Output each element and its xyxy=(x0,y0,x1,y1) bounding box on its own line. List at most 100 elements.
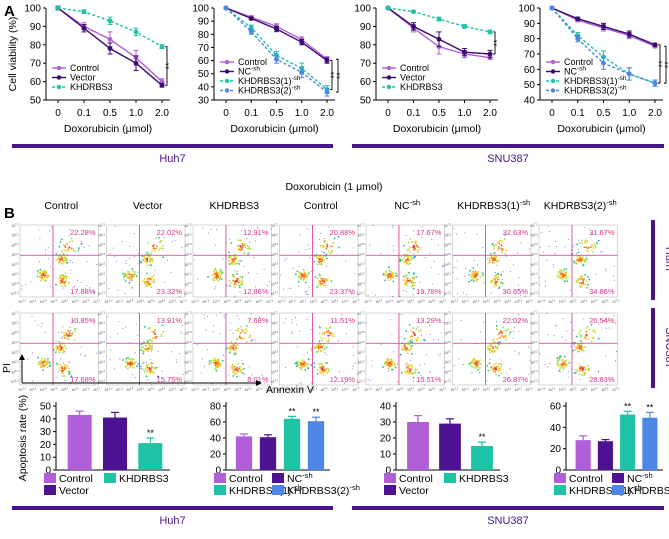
flow-event xyxy=(495,373,497,376)
flow-plot: 22.28%17.88%10-1.310-1.3101.3101.3102.31… xyxy=(11,224,101,304)
flow-x-tick: 106.3 xyxy=(255,388,263,392)
panel-label-b: B xyxy=(4,205,15,222)
flow-x-tick-exp: 5.3 xyxy=(594,388,598,391)
legend-swatch-dot xyxy=(386,75,392,80)
flow-event-sparse xyxy=(109,359,111,361)
flow-event xyxy=(45,364,47,367)
flow-event-sparse xyxy=(554,253,556,255)
flow-event xyxy=(37,363,40,366)
flow-event-sparse xyxy=(492,262,494,264)
flow-x-tick-exp: 3.3 xyxy=(400,388,404,391)
flow-event xyxy=(231,275,234,278)
flow-event-sparse xyxy=(529,360,531,362)
flow-event xyxy=(37,272,39,275)
flow-event xyxy=(248,336,251,339)
flow-event-sparse xyxy=(116,261,118,262)
flow-y-tick-exp: 4.3 xyxy=(102,253,106,256)
flow-x-tick: 106.3 xyxy=(342,300,350,304)
flow-event-sparse xyxy=(204,366,205,367)
quadrant-q2-percent: 26.54% xyxy=(589,316,615,325)
flow-event xyxy=(140,261,143,264)
flow-event xyxy=(326,243,328,246)
flow-y-tick: 102.3 xyxy=(444,272,452,276)
flow-event xyxy=(496,338,499,341)
flow-x-tick: 104.3 xyxy=(494,300,502,304)
flow-event-sparse xyxy=(95,352,97,354)
flow-event xyxy=(316,373,319,375)
flow-event xyxy=(125,365,127,368)
flow-x-tick: 107.3 xyxy=(353,388,361,392)
flow-event-sparse xyxy=(47,247,49,249)
flow-x-tick-exp: 1.3 xyxy=(465,300,469,303)
legend-label: Control xyxy=(564,57,593,67)
quadrant-q3-percent: 8.01% xyxy=(247,375,269,384)
flow-event-sparse xyxy=(250,313,252,315)
flow-x-tick-base: 10 xyxy=(289,300,293,304)
flow-event-sparse xyxy=(573,329,575,331)
flow-y-tick-exp: 5.3 xyxy=(188,243,192,246)
flow-event-sparse xyxy=(124,274,126,276)
flow-event xyxy=(71,240,74,243)
flow-event xyxy=(237,363,240,365)
flow-event-sparse xyxy=(513,331,515,333)
flow-x-tick-base: 10 xyxy=(396,300,400,304)
flow-event-sparse xyxy=(483,282,485,284)
flow-event-sparse xyxy=(121,241,123,243)
flow-event xyxy=(387,367,390,370)
legend-label-text: NC xyxy=(564,67,577,77)
flow-event xyxy=(315,345,318,348)
flow-event-sparse xyxy=(598,323,600,325)
flow-event xyxy=(409,279,411,282)
flow-event xyxy=(319,372,322,375)
flow-x-tick: 102.3 xyxy=(472,388,480,392)
data-point xyxy=(575,36,581,42)
flow-event xyxy=(126,360,129,363)
legend-label: NC-sh xyxy=(564,66,586,77)
flow-event xyxy=(403,337,406,340)
flow-event-sparse xyxy=(573,244,575,245)
legend-label-text: Control xyxy=(70,63,99,73)
flow-event xyxy=(149,372,152,375)
flow-event xyxy=(558,270,560,273)
flow-event xyxy=(581,239,583,242)
flow-event xyxy=(491,345,493,348)
band-huh7-b: Huh7 xyxy=(12,506,333,527)
flow-event xyxy=(411,344,413,347)
flow-event xyxy=(240,328,243,331)
flow-y-tick-exp: 1.3 xyxy=(275,282,279,285)
flow-x-tick: 107.3 xyxy=(439,300,447,304)
flow-y-tick-base: 10 xyxy=(12,331,16,335)
flow-x-tick-base: 10 xyxy=(191,388,195,392)
flow-event-sparse xyxy=(266,285,268,287)
flow-event xyxy=(128,281,131,284)
flow-event xyxy=(473,276,476,278)
flow-event xyxy=(319,275,322,278)
flow-event xyxy=(576,346,579,348)
flow-event xyxy=(404,277,407,279)
flow-event xyxy=(141,343,143,345)
flow-event xyxy=(62,375,65,377)
flow-event xyxy=(58,277,61,280)
flow-event xyxy=(409,246,411,248)
flow-event xyxy=(582,279,585,282)
flow-event xyxy=(239,279,241,282)
flow-event xyxy=(410,371,413,374)
flow-x-tick: 106.3 xyxy=(169,300,177,304)
flow-y-tick-base: 10 xyxy=(271,331,275,335)
flow-y-tick-base: 10 xyxy=(358,282,362,286)
flow-y-tick-base: 10 xyxy=(185,253,189,257)
flow-x-tick: 107.3 xyxy=(612,300,620,304)
flow-y-tick: 106.3 xyxy=(358,233,366,237)
x-tick-label: 0 xyxy=(549,108,555,119)
flow-event-sparse xyxy=(596,377,598,379)
flow-event-sparse xyxy=(518,289,520,291)
flow-event xyxy=(63,283,66,286)
flow-event-sparse xyxy=(137,334,139,336)
flow-event xyxy=(320,336,322,339)
flow-y-tick-exp: 4.3 xyxy=(534,253,538,256)
flow-x-tick-exp: 1.3 xyxy=(206,388,210,391)
series-khdrbs3-2- xyxy=(223,5,330,97)
flow-event xyxy=(142,362,145,364)
flow-y-tick: 104.3 xyxy=(12,253,20,257)
legend-entry: NC-sh xyxy=(546,66,586,77)
